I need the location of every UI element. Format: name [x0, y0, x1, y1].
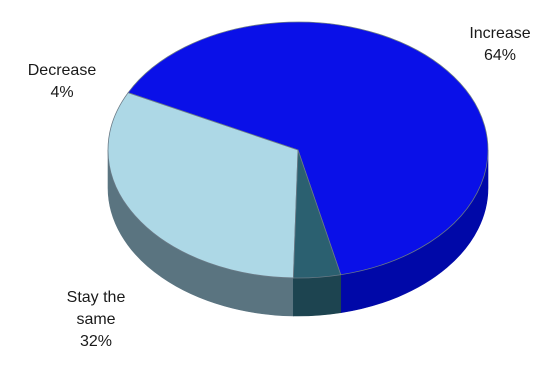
pie-label-stay-the-same: Stay the same 32%	[67, 289, 126, 350]
pie-label-increase: Increase 64%	[469, 25, 530, 64]
pie-sides	[107, 149, 489, 317]
pie-tops	[107, 21, 489, 279]
pie-labels: Increase 64% Stay the same 32% Decrease 4%	[28, 25, 531, 350]
pie-side-decrease	[293, 274, 342, 317]
pie-slice-stay-the-same	[107, 92, 299, 279]
pie-slice-decrease	[292, 149, 342, 279]
pie-slice-increase	[127, 21, 489, 276]
pie-label-decrease: Decrease 4%	[28, 62, 97, 101]
